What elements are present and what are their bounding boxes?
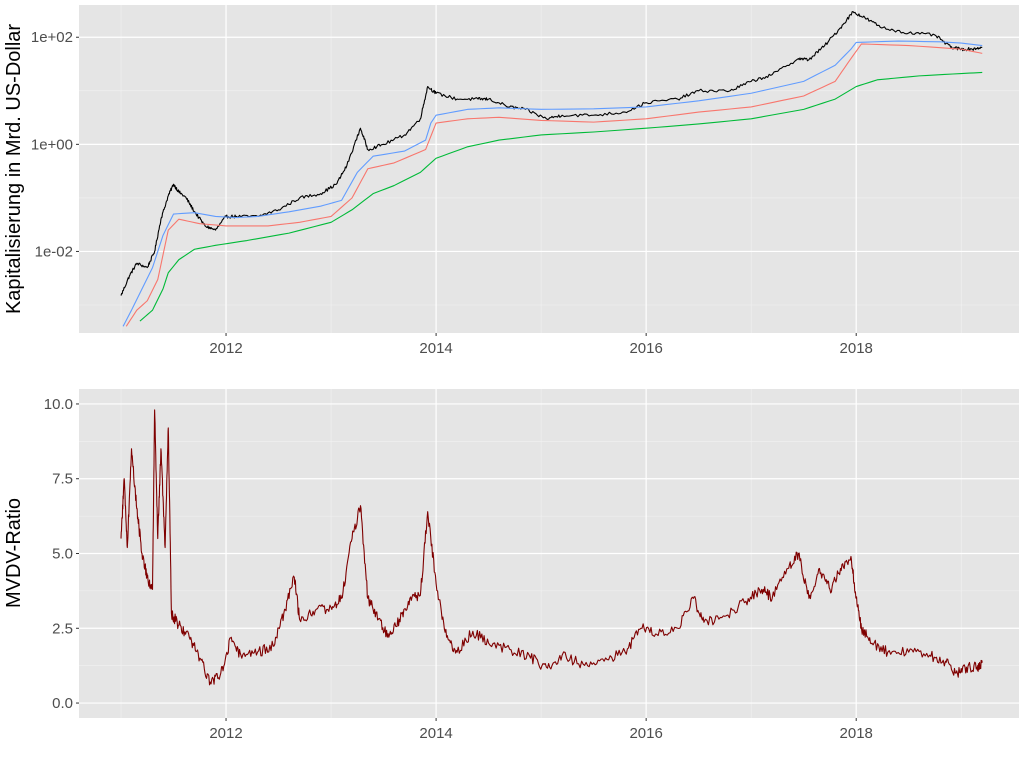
x-tick-label: 2012 <box>209 340 242 357</box>
x-tick-label: 2012 <box>209 725 242 742</box>
bottom-series-group <box>120 409 983 686</box>
x-tick-label: 2018 <box>840 725 873 742</box>
top-tick-labels: 2012 2014 2016 2018 1e-02 1e+00 1e+02 <box>31 29 873 357</box>
y-tick-label: 1e-02 <box>35 243 73 260</box>
x-tick-label: 2014 <box>419 340 452 357</box>
y-tick-label: 0.0 <box>52 695 73 712</box>
y-tick-label: 1e+00 <box>31 136 73 153</box>
series-line-2 <box>125 43 983 327</box>
series-line-0 <box>120 409 983 686</box>
top-gridlines <box>79 5 1019 333</box>
top-y-axis-title: Kapitalisierung in Mrd. US-Dollar <box>3 24 25 314</box>
y-tick-label: 1e+02 <box>31 29 73 46</box>
series-line-0 <box>120 11 983 296</box>
bottom-chart-panel: 2012 2014 2016 2018 0.0 2.5 5.0 7.5 10.0 MVDV-Ra… <box>3 389 1019 742</box>
top-chart-panel: 2012 2014 2016 2018 1e-02 1e+00 1e+02 Kapitali… <box>3 5 1019 357</box>
y-tick-label: 7.5 <box>52 471 73 488</box>
series-line-3 <box>139 71 983 322</box>
x-tick-label: 2016 <box>629 725 662 742</box>
series-line-1 <box>122 40 983 327</box>
y-tick-label: 10.0 <box>44 396 73 413</box>
x-tick-label: 2016 <box>629 340 662 357</box>
top-series-group <box>120 11 983 327</box>
x-tick-label: 2014 <box>419 725 452 742</box>
x-tick-label: 2018 <box>840 340 873 357</box>
top-plot-background <box>79 5 1019 333</box>
y-tick-label: 2.5 <box>52 620 73 637</box>
bottom-tick-labels: 2012 2014 2016 2018 0.0 2.5 5.0 7.5 10.0 <box>44 396 873 742</box>
y-tick-label: 5.0 <box>52 546 73 563</box>
bottom-y-axis-title: MVDV-Ratio <box>3 498 25 608</box>
